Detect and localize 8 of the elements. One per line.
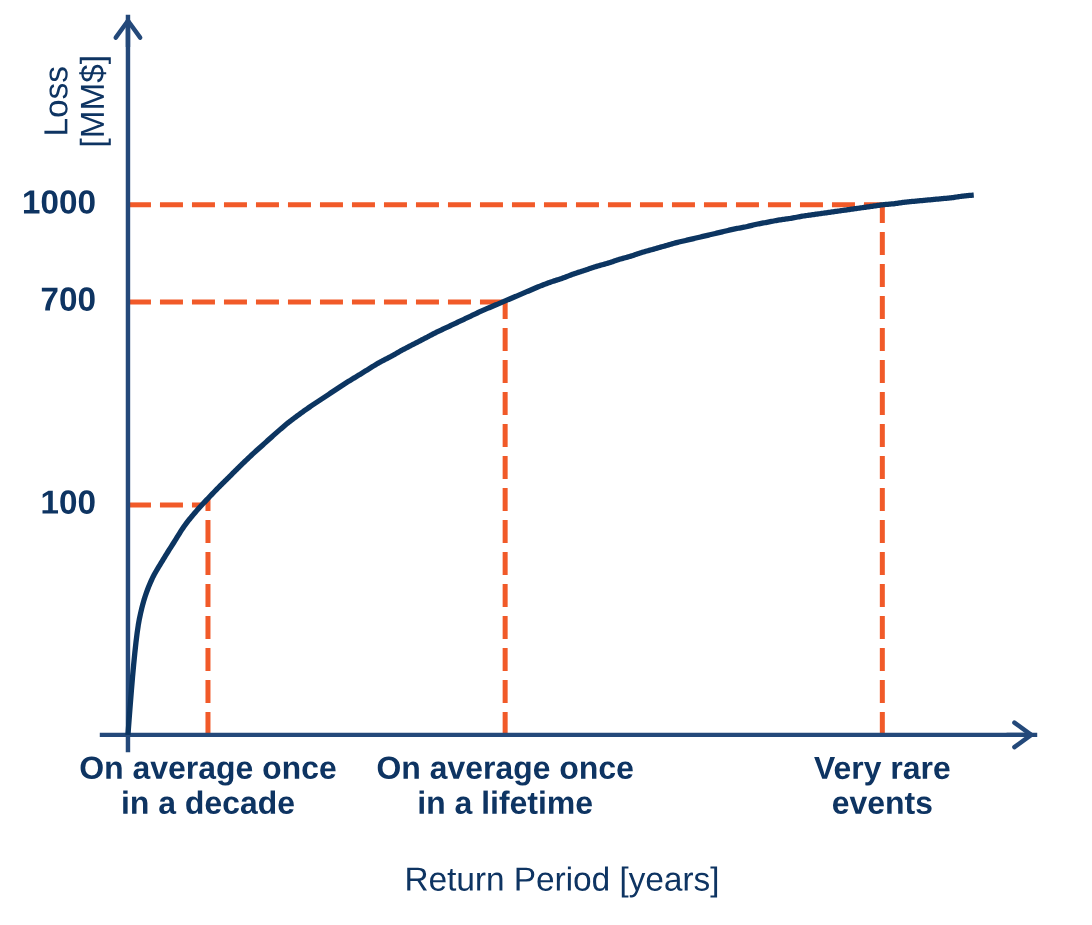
y-axis-title: Loss [MM$] [44,57,111,146]
x-tick-label: Very rare events [814,756,950,815]
text: 1000 [23,190,95,214]
text: 700 [41,287,95,311]
x-tick-label: On average once in a decade [80,756,336,815]
x-tick-label: On average once in a lifetime [377,756,633,815]
text: 100 [42,490,95,514]
x-axis-title: Return Period [years] [407,866,718,898]
